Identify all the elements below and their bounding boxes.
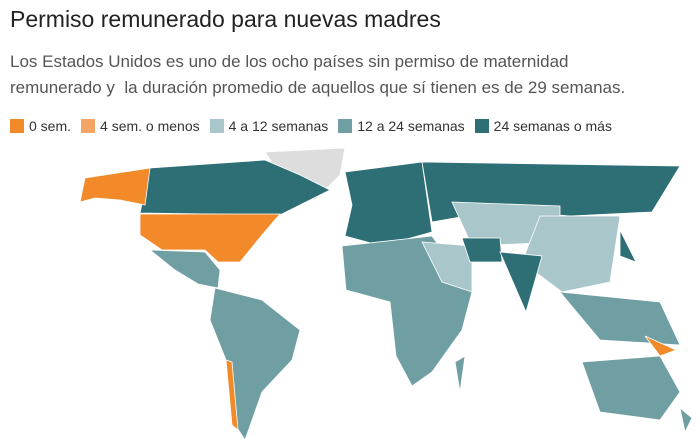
legend-swatch <box>10 119 24 133</box>
middle-east <box>421 241 473 293</box>
australia <box>581 355 681 421</box>
legend-label: 4 sem. o menos <box>100 118 200 134</box>
legend-item: 12 a 24 semanas <box>338 118 465 134</box>
legend-item: 24 semanas o más <box>474 118 612 134</box>
legend-item: 0 sem. <box>10 118 71 134</box>
legend-swatch <box>338 119 353 133</box>
chile <box>225 359 239 431</box>
alaska <box>79 167 151 206</box>
legend-swatch <box>81 119 96 133</box>
legend-swatch <box>209 119 224 133</box>
japan <box>619 229 637 263</box>
se-asia <box>559 291 681 346</box>
south-america <box>209 287 301 441</box>
legend: 0 sem. 4 sem. o menos 4 a 12 semanas 12 a 2… <box>10 118 612 134</box>
title: Permiso remunerado para nuevas madres <box>10 6 441 32</box>
india <box>499 251 543 314</box>
europe <box>344 161 433 247</box>
subtitle: Los Estados Unidos es uno de los ocho pa… <box>10 52 569 71</box>
legend-item: 4 sem. o menos <box>81 118 200 134</box>
legend-label: 12 a 24 semanas <box>357 118 465 134</box>
china <box>521 215 621 293</box>
legend-label: 24 semanas o más <box>493 118 612 134</box>
legend-label: 0 sem. <box>29 118 72 134</box>
subtitle: remunerado y la duración promedio de aqu… <box>10 78 626 97</box>
iran <box>461 237 503 263</box>
madagascar <box>454 355 466 393</box>
new-zealand <box>679 406 693 434</box>
legend-label: 4 a 12 semanas <box>228 118 329 134</box>
papua <box>644 335 678 357</box>
legend-item: 4 a 12 semanas <box>209 118 329 134</box>
legend-swatch <box>474 119 489 133</box>
central-america <box>148 249 221 289</box>
usa <box>139 213 281 263</box>
